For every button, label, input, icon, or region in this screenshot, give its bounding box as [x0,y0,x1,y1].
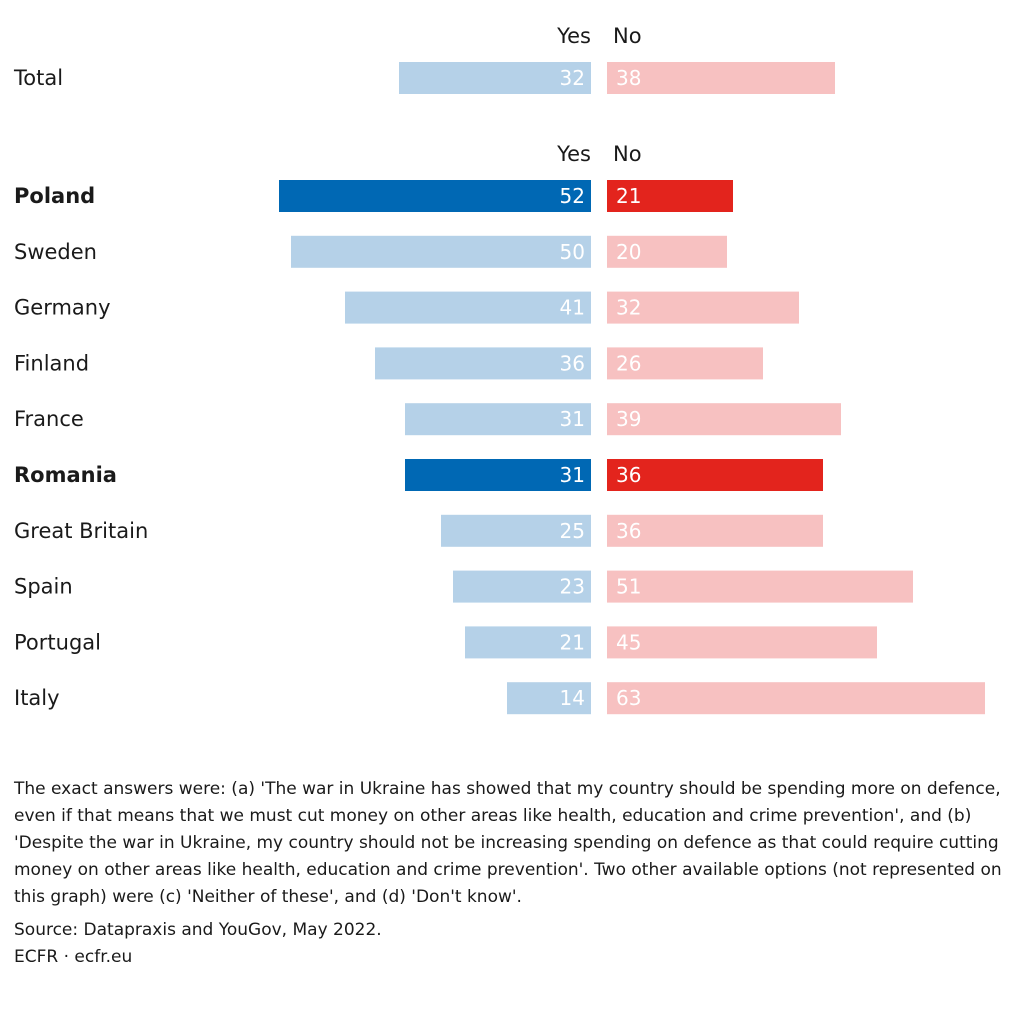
value-yes-romania: 31 [560,463,585,487]
value-yes-portugal: 21 [560,630,585,654]
notes-text: The exact answers were: (a) 'The war in … [14,779,1002,907]
header-no-total: No [613,24,642,48]
value-yes-great-britain: 25 [560,519,585,543]
row-label-germany: Germany [14,296,111,320]
bar-no-poland [607,180,733,212]
bar-yes-romania [405,459,591,491]
value-no-poland: 21 [616,184,641,208]
value-no-great-britain: 36 [616,519,641,543]
value-no-france: 39 [616,407,641,431]
value-yes-poland: 52 [560,184,585,208]
bar-no-sweden [607,235,727,268]
value-yes-france: 31 [560,407,585,431]
bar-no-portugal [607,626,877,659]
value-yes-finland: 36 [560,351,585,375]
value-yes-italy: 14 [560,686,585,710]
bar-no-finland [607,347,763,380]
value-no-portugal: 45 [616,630,641,654]
value-no-germany: 32 [616,296,641,320]
row-label-italy: Italy [14,686,60,710]
chart-notes: The exact answers were: (a) 'The war in … [14,776,1014,971]
bar-yes-france [405,403,591,436]
bar-yes-spain [453,570,591,603]
bar-no-germany [607,291,799,324]
bar-yes-sweden [291,235,591,268]
bar-no-great-britain [607,514,823,547]
diverging-bar-chart: Yes No Total 32 38 Yes No Poland 52 21 Sweden 50 20 G… [13,24,985,715]
bar-yes-portugal [465,626,591,659]
bar-yes-finland [375,347,591,380]
row-label-sweden: Sweden [14,240,97,264]
header-yes-countries: Yes [556,142,591,166]
row-label-total: Total [13,66,63,90]
value-yes-total: 32 [560,66,585,90]
value-no-italy: 63 [616,686,641,710]
value-yes-germany: 41 [560,296,585,320]
bar-yes-total [399,62,591,94]
value-no-total: 38 [616,66,641,90]
bar-yes-germany [345,291,591,324]
row-label-poland: Poland [14,184,95,208]
value-no-spain: 51 [616,575,641,599]
row-label-france: France [14,407,84,431]
bar-no-total [607,62,835,94]
header-yes-total: Yes [556,24,591,48]
credit-text: ECFR · ecfr.eu [14,947,133,967]
value-yes-sweden: 50 [560,240,585,264]
bar-no-romania [607,459,823,491]
bar-yes-great-britain [441,514,591,547]
source-text: Source: Datapraxis and YouGov, May 2022. [14,920,382,940]
value-no-sweden: 20 [616,240,641,264]
row-label-spain: Spain [14,575,73,599]
bar-no-italy [607,682,985,715]
value-yes-spain: 23 [560,575,585,599]
bar-no-france [607,403,841,436]
row-label-portugal: Portugal [14,630,101,654]
value-no-romania: 36 [616,463,641,487]
row-label-finland: Finland [14,351,89,375]
bar-yes-poland [279,180,591,212]
row-label-great-britain: Great Britain [14,519,148,543]
header-no-countries: No [613,142,642,166]
value-no-finland: 26 [616,351,641,375]
bar-yes-italy [507,682,591,715]
bar-no-spain [607,570,913,603]
row-label-romania: Romania [14,463,117,487]
